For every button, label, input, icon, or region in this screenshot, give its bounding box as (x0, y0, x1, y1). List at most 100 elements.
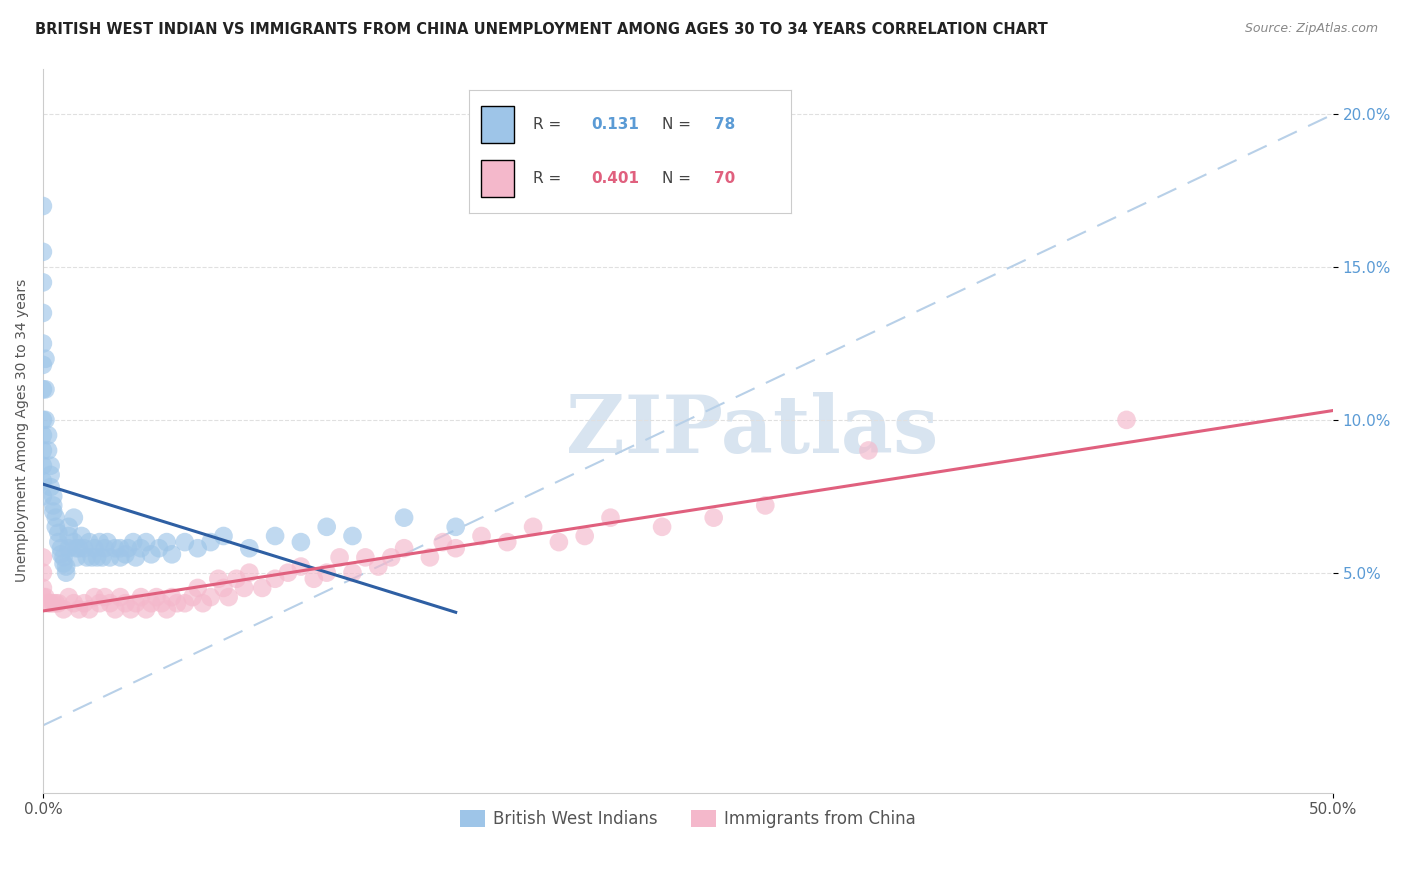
Point (42, 504, 65, 518)
Point (522, 520, 544, 534)
Point (315, 520, 337, 534)
Point (32, 244, 55, 259)
Point (207, 572, 229, 586)
Point (200, 590, 222, 604)
Point (354, 550, 377, 565)
Point (703, 510, 725, 524)
Point (55, 566, 77, 580)
Point (135, 535, 157, 549)
Point (32, 489, 55, 503)
Point (329, 550, 352, 565)
Point (32, 443, 55, 458)
Point (264, 529, 287, 543)
Point (212, 581, 235, 595)
Point (191, 596, 214, 610)
Point (32, 276, 55, 290)
Point (73, 596, 96, 610)
Point (125, 550, 148, 565)
Point (444, 541, 467, 556)
Point (39, 480, 62, 494)
Point (342, 529, 364, 543)
Point (367, 559, 389, 574)
Point (187, 581, 209, 595)
Point (73, 541, 96, 556)
Point (156, 602, 179, 616)
Point (34, 382, 56, 396)
Point (754, 499, 776, 513)
Point (34, 413, 56, 427)
Point (548, 535, 571, 549)
Point (55, 559, 77, 574)
Point (114, 547, 136, 561)
Point (76, 550, 98, 565)
Point (58, 541, 80, 556)
Point (45, 510, 67, 524)
Point (83, 590, 105, 604)
Point (470, 529, 492, 543)
Point (98, 550, 121, 565)
Point (315, 566, 337, 580)
Point (52, 550, 75, 565)
Point (32, 199, 55, 213)
Point (129, 590, 152, 604)
Point (58, 590, 80, 604)
Point (83, 541, 105, 556)
Point (302, 572, 325, 586)
Point (94, 590, 117, 604)
Point (599, 510, 621, 524)
Point (225, 572, 247, 586)
Point (37, 443, 59, 458)
Point (150, 596, 173, 610)
Point (380, 550, 402, 565)
Point (32, 306, 55, 320)
Point (238, 566, 260, 580)
Point (96, 535, 118, 549)
Point (65, 550, 87, 565)
Point (45, 596, 67, 610)
Point (129, 541, 152, 556)
Point (117, 541, 139, 556)
Point (42, 489, 65, 503)
Point (277, 566, 299, 580)
Point (141, 547, 163, 561)
Point (160, 547, 183, 561)
Point (218, 590, 240, 604)
Point (67, 541, 90, 556)
Point (89, 535, 111, 549)
Point (32, 550, 55, 565)
Point (67, 602, 90, 616)
Point (32, 358, 55, 372)
Point (156, 535, 179, 549)
Point (32, 458, 55, 473)
Point (110, 590, 132, 604)
Y-axis label: Unemployment Among Ages 30 to 34 years: Unemployment Among Ages 30 to 34 years (15, 279, 30, 582)
Point (432, 535, 454, 549)
Point (187, 541, 209, 556)
Point (120, 602, 142, 616)
Legend: British West Indians, Immigrants from China: British West Indians, Immigrants from Ch… (453, 804, 922, 835)
Point (392, 541, 415, 556)
Point (419, 550, 441, 565)
Point (574, 529, 596, 543)
Point (233, 581, 256, 595)
Point (80, 550, 103, 565)
Point (52, 557, 75, 571)
Point (49, 547, 72, 561)
Point (91, 550, 114, 565)
Point (34, 351, 56, 366)
Point (238, 541, 260, 556)
Point (32, 566, 55, 580)
Point (114, 596, 136, 610)
Point (32, 382, 55, 396)
Point (160, 590, 183, 604)
Point (58, 529, 80, 543)
Point (39, 458, 62, 473)
Point (342, 566, 364, 580)
Point (86, 550, 108, 565)
Point (290, 559, 312, 574)
Point (34, 590, 56, 604)
Point (65, 541, 87, 556)
Point (250, 581, 273, 595)
Point (32, 336, 55, 351)
Point (63, 510, 86, 524)
